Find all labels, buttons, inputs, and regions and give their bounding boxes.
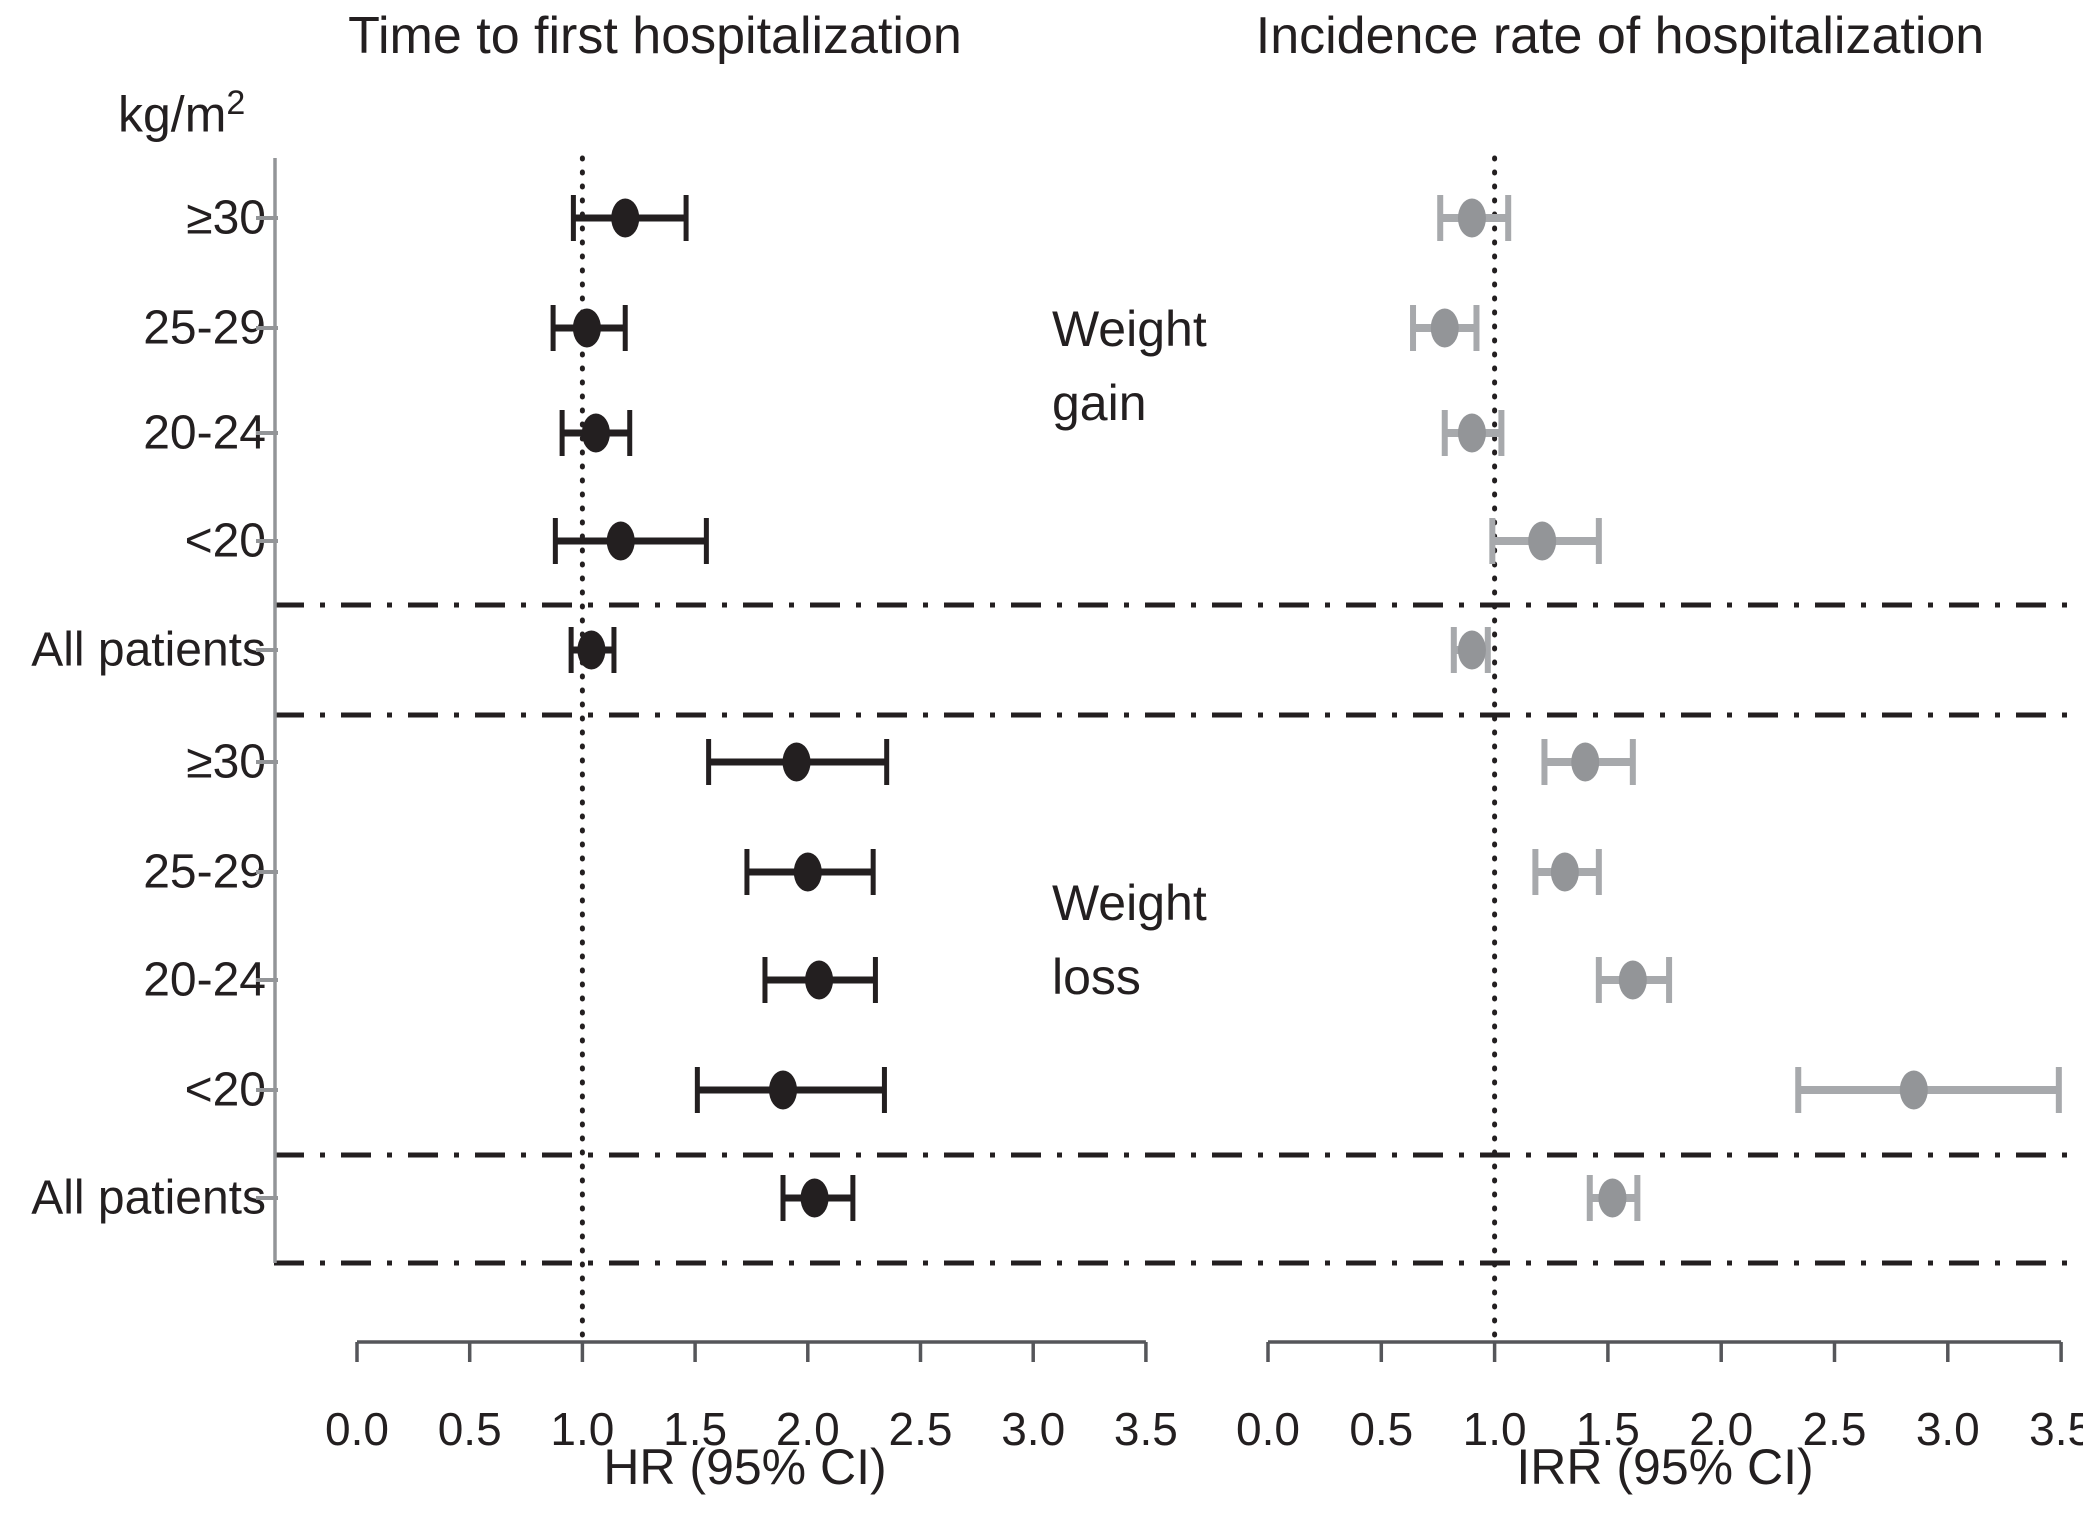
- point-marker: [1430, 308, 1459, 348]
- row-label-gain-30: ≥30: [186, 191, 266, 245]
- point-marker: [1598, 1178, 1627, 1218]
- x-tick-label: 3.5: [1114, 1403, 1178, 1455]
- point-marker: [1457, 630, 1486, 670]
- x-tick-label: 0.5: [438, 1403, 502, 1455]
- x-tick-label: 3.0: [1001, 1403, 1065, 1455]
- group-label-line: loss: [1052, 949, 1141, 1005]
- left-panel-title: Time to first hospitalization: [348, 7, 962, 65]
- row-label-gain-2529: 25-29: [143, 301, 266, 355]
- row-label-gain-20: <20: [184, 514, 266, 568]
- x-tick-label: 3.5: [2029, 1403, 2083, 1455]
- row-label-loss-2529: 25-29: [143, 845, 266, 899]
- row-label-loss-2024: 20-24: [143, 953, 266, 1007]
- point-marker: [1618, 960, 1647, 1000]
- point-marker: [577, 630, 606, 670]
- x-tick-label: 1.5: [663, 1403, 727, 1455]
- x-axis-label-hr: HR (95% CI): [603, 1439, 887, 1495]
- x-tick-label: 2.0: [1689, 1403, 1753, 1455]
- point-marker: [782, 742, 811, 782]
- point-marker: [606, 521, 635, 561]
- x-tick-label: 0.5: [1349, 1403, 1413, 1455]
- y-axis-unit-main: kg/m: [118, 86, 227, 143]
- group-label-weight-gain: Weight gain: [1052, 292, 1207, 440]
- row-label-loss-30: ≥30: [186, 735, 266, 789]
- y-axis-unit-label: kg/m2: [118, 84, 245, 144]
- x-tick-label: 0.0: [325, 1403, 389, 1455]
- group-label-line: Weight: [1052, 301, 1207, 357]
- point-marker: [581, 413, 610, 453]
- row-label-loss-20: <20: [184, 1063, 266, 1117]
- point-marker: [1528, 521, 1557, 561]
- point-marker: [793, 852, 822, 892]
- x-axis-label-irr: IRR (95% CI): [1516, 1439, 1814, 1495]
- row-label-gain-2024: 20-24: [143, 406, 266, 460]
- point-marker: [611, 198, 640, 238]
- point-marker: [1571, 742, 1600, 782]
- point-marker: [572, 308, 601, 348]
- x-tick-label: 0.0: [1236, 1403, 1300, 1455]
- x-tick-label: 3.0: [1916, 1403, 1980, 1455]
- x-tick-label: 1.0: [1463, 1403, 1527, 1455]
- point-marker: [805, 960, 834, 1000]
- right-panel-title: Incidence rate of hospitalization: [1255, 7, 1985, 65]
- group-label-weight-loss: Weight loss: [1052, 866, 1207, 1014]
- x-tick-label: 2.0: [776, 1403, 840, 1455]
- row-label-loss-allpatients: All patients: [31, 1171, 266, 1225]
- x-tick-label: 2.5: [1803, 1403, 1867, 1455]
- point-marker: [1457, 198, 1486, 238]
- point-marker: [1457, 413, 1486, 453]
- point-marker: [1550, 852, 1579, 892]
- x-tick-label: 1.0: [550, 1403, 614, 1455]
- row-label-gain-allpatients: All patients: [31, 623, 266, 677]
- group-label-line: gain: [1052, 375, 1147, 431]
- point-marker: [769, 1070, 798, 1110]
- x-tick-label: 2.5: [889, 1403, 953, 1455]
- x-tick-label: 1.5: [1576, 1403, 1640, 1455]
- group-label-line: Weight: [1052, 875, 1207, 931]
- point-marker: [800, 1178, 829, 1218]
- y-axis-unit-superscript: 2: [226, 84, 246, 122]
- point-marker: [1899, 1070, 1928, 1110]
